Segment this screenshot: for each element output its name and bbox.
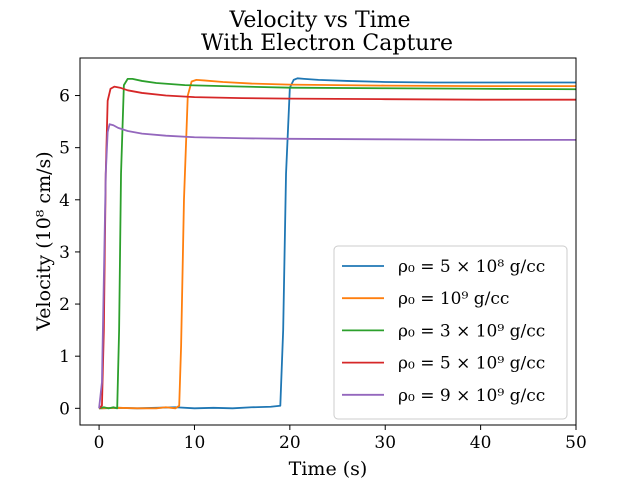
legend-box — [333, 245, 568, 420]
series-line-2 — [99, 78, 576, 410]
legend-label: ρ₀ = 9 × 10⁹ g/cc — [398, 386, 545, 406]
y-tick-label: 0 — [59, 399, 70, 419]
x-tick-label: 50 — [565, 433, 587, 453]
x-tick-label: 0 — [94, 433, 105, 453]
x-axis: 0 10 20 30 40 50 — [94, 425, 587, 453]
series-line-5 — [98, 123, 576, 409]
x-tick-label: 40 — [470, 433, 492, 453]
legend-label: ρ₀ = 3 × 10⁹ g/cc — [398, 321, 545, 341]
y-tick-label: 4 — [59, 191, 70, 211]
y-tick-label: 1 — [59, 347, 70, 367]
y-tick-label: 2 — [59, 295, 70, 315]
x-tick-label: 10 — [184, 433, 206, 453]
legend: ρ₀ = 5 × 10⁸ g/cc ρ₀ = 10⁹ g/cc ρ₀ = 3 × 1… — [333, 245, 568, 420]
series-line-3 — [98, 77, 576, 410]
y-axis: 0 1 2 3 4 5 6 — [59, 87, 80, 419]
legend-label: ρ₀ = 5 × 10⁹ g/cc — [398, 354, 545, 374]
chart-subtitle: With Electron Capture — [201, 31, 453, 56]
x-axis-label: Time (s) — [289, 458, 368, 478]
y-tick-label: 6 — [59, 87, 70, 107]
chart-title: Velocity vs Time — [228, 8, 410, 33]
series-layer — [98, 77, 576, 410]
legend-label: ρ₀ = 10⁹ g/cc — [398, 289, 509, 309]
y-axis-label: Velocity (10⁸ cm/s) — [33, 151, 55, 331]
plot-frame — [79, 57, 577, 426]
legend-label: ρ₀ = 5 × 10⁸ g/cc — [398, 257, 545, 277]
y-tick-label: 3 — [59, 243, 70, 263]
x-tick-label: 20 — [279, 433, 301, 453]
x-tick-label: 30 — [374, 433, 396, 453]
y-tick-label: 5 — [59, 139, 70, 159]
